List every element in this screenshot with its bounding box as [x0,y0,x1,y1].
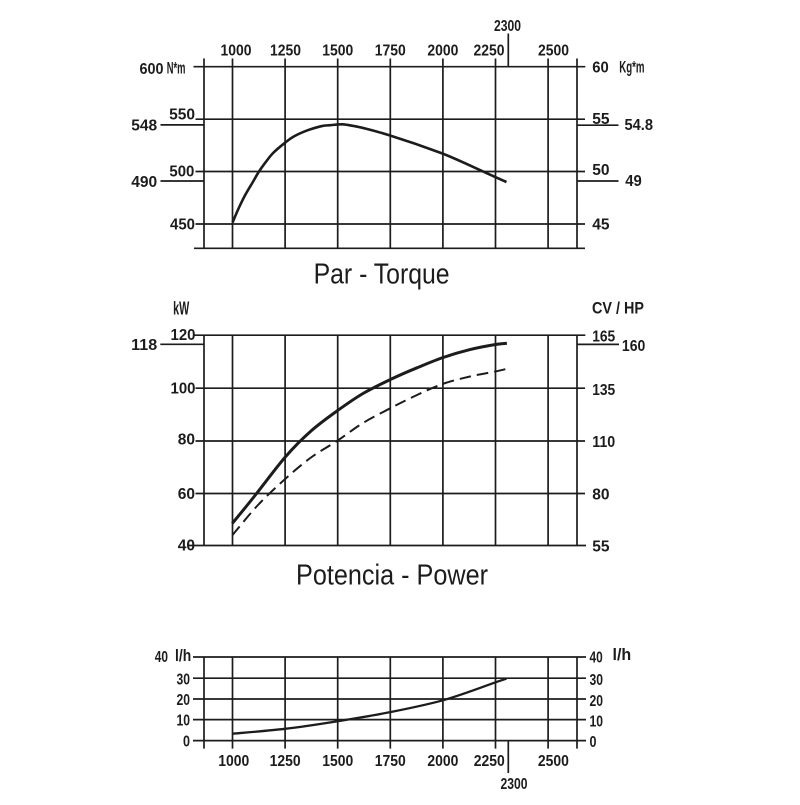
svg-text:10: 10 [177,713,191,730]
svg-text:1500: 1500 [322,43,353,60]
svg-text:60: 60 [592,59,609,76]
svg-text:Potencia - Power: Potencia - Power [296,560,488,592]
svg-text:20: 20 [177,692,191,709]
svg-text:20: 20 [590,693,604,710]
svg-text:2250: 2250 [474,43,505,60]
svg-text:l/h: l/h [175,646,191,665]
svg-text:CV / HP: CV / HP [592,299,644,318]
svg-text:Par - Torque: Par - Torque [314,258,450,290]
svg-text:600: 600 [140,61,164,78]
svg-text:30: 30 [590,672,604,689]
svg-text:40: 40 [178,537,195,554]
svg-text:45: 45 [592,217,609,234]
svg-text:1750: 1750 [375,753,406,770]
svg-text:0: 0 [183,734,190,751]
svg-text:110: 110 [592,434,615,451]
svg-text:1000: 1000 [221,43,252,60]
svg-text:1250: 1250 [270,43,301,60]
svg-text:40: 40 [155,649,168,666]
svg-text:49: 49 [625,173,642,190]
svg-text:40: 40 [590,650,603,667]
svg-text:160: 160 [622,338,645,355]
svg-text:Kg*m: Kg*m [619,57,644,76]
svg-text:500: 500 [169,163,194,180]
svg-text:165: 165 [592,329,615,346]
svg-text:54.8: 54.8 [625,117,654,134]
svg-text:118: 118 [131,337,157,354]
svg-text:548: 548 [131,118,157,135]
svg-text:550: 550 [169,107,195,124]
svg-text:2500: 2500 [538,753,569,770]
svg-text:120: 120 [171,327,196,344]
svg-text:2000: 2000 [427,43,458,60]
svg-text:1250: 1250 [270,753,301,770]
svg-text:55: 55 [592,538,609,555]
svg-text:2500: 2500 [538,43,569,60]
svg-text:l/h: l/h [613,645,632,664]
svg-text:1000: 1000 [218,753,249,770]
svg-text:490: 490 [131,174,157,191]
svg-text:2300: 2300 [501,776,528,793]
svg-text:80: 80 [592,486,609,503]
svg-text:60: 60 [178,486,195,503]
svg-text:N*m: N*m [167,59,186,78]
svg-text:0: 0 [590,734,597,751]
svg-text:450: 450 [170,217,195,234]
svg-text:80: 80 [178,432,195,449]
svg-text:1750: 1750 [375,43,406,60]
svg-text:2000: 2000 [427,753,458,770]
svg-text:135: 135 [592,382,615,399]
svg-text:10: 10 [590,714,604,731]
svg-text:100: 100 [171,381,196,398]
svg-text:30: 30 [177,672,191,689]
svg-text:1500: 1500 [322,753,353,770]
svg-text:55: 55 [592,111,609,128]
svg-text:50: 50 [592,162,609,179]
svg-text:2300: 2300 [494,18,521,35]
svg-text:kW: kW [173,299,189,319]
svg-text:2250: 2250 [474,753,505,770]
